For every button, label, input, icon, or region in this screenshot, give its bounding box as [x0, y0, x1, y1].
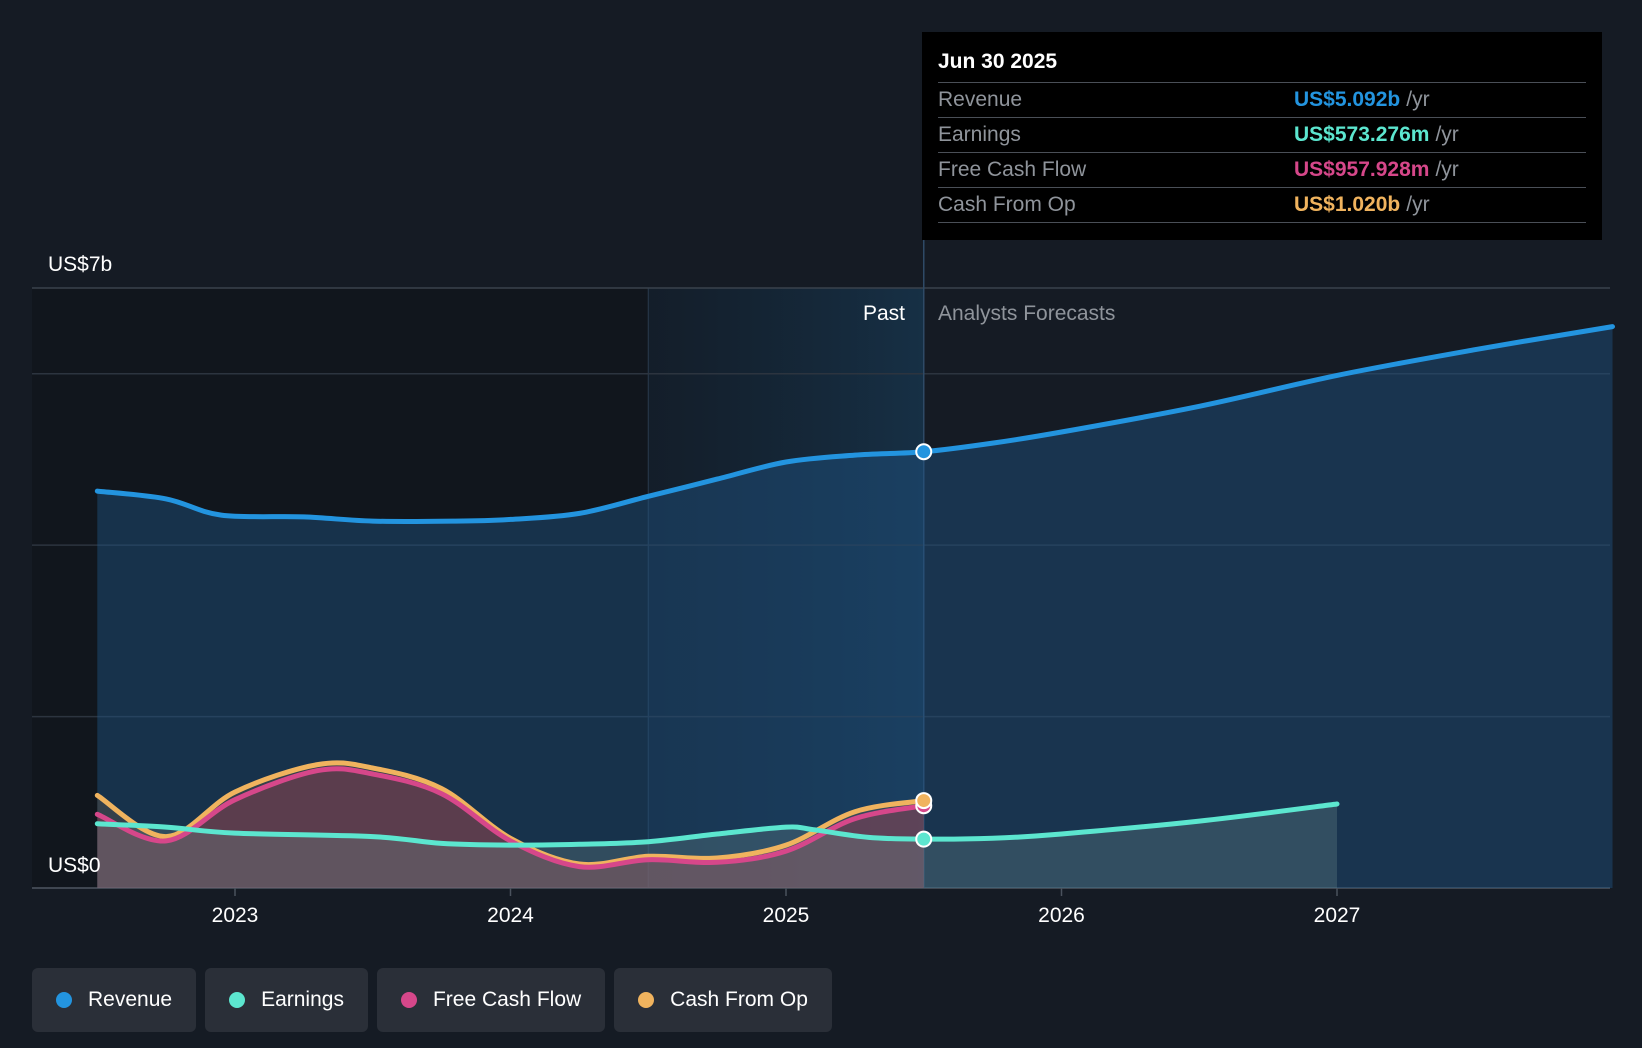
tooltip-label: Free Cash Flow	[938, 158, 1087, 181]
tooltip-value: US$5.092b	[1294, 88, 1401, 111]
x-tick-label-2023: 2023	[212, 904, 259, 927]
legend-dot-icon	[400, 992, 417, 1008]
tooltip-unit: /yr	[1435, 158, 1459, 181]
legend-dot-icon	[56, 992, 72, 1008]
legend-item-revenue[interactable]: Revenue	[32, 968, 197, 1032]
tooltip-value: US$957.928m	[1294, 158, 1430, 181]
revenue-area	[97, 326, 1613, 889]
y-axis-bottom-label: US$0	[48, 854, 101, 877]
free-cash-flow-area	[97, 768, 924, 888]
cash-from-op-marker	[915, 792, 933, 810]
forecast-region-label: Analysts Forecasts	[938, 302, 1115, 325]
earnings-area	[97, 804, 1337, 888]
revenue-line	[94, 324, 1615, 525]
x-tick-label-2024: 2024	[487, 904, 534, 927]
past-highlight-band	[648, 288, 924, 888]
tooltip-value: US$573.276m	[1294, 123, 1430, 146]
legend-item-earnings[interactable]: Earnings	[205, 968, 368, 1032]
legend-label: Cash From Op	[670, 988, 808, 1011]
tooltip-value: US$1.020b	[1294, 193, 1401, 216]
earnings-marker	[915, 830, 933, 848]
y-axis-top-label: US$7b	[48, 253, 112, 276]
tooltip-label: Earnings	[938, 123, 1021, 146]
legend-label: Revenue	[88, 988, 173, 1011]
tooltip-unit: /yr	[1406, 88, 1430, 111]
past-region-label: Past	[863, 302, 905, 325]
legend-dot-icon	[229, 992, 246, 1008]
tooltip-unit: /yr	[1435, 123, 1459, 146]
legend-item-cash-from-op[interactable]: Cash From Op	[614, 968, 832, 1032]
earnings-line	[94, 801, 1340, 848]
free-cash-flow-line	[94, 766, 927, 870]
legend-label: Free Cash Flow	[432, 988, 582, 1011]
chart-legend: Revenue Earnings Free Cash Flow Cash From O…	[32, 968, 832, 1032]
tooltip-row-earnings: Earnings US$573.276m/yr	[938, 117, 1586, 152]
legend-label: Earnings	[261, 988, 344, 1011]
tooltip-unit: /yr	[1406, 193, 1430, 216]
legend-item-free-cash-flow[interactable]: Free Cash Flow	[376, 968, 606, 1032]
hover-tooltip: Jun 30 2025 Revenue US$5.092b/yr Earnings U…	[922, 32, 1602, 240]
legend-dot-icon	[638, 992, 655, 1008]
tooltip-date: Jun 30 2025	[938, 50, 1058, 73]
tooltip-row-free-cash-flow: Free Cash Flow US$957.928m/yr	[938, 152, 1586, 187]
tooltip-label: Cash From Op	[938, 193, 1076, 216]
cash-from-op-area	[97, 762, 924, 888]
x-tick-label-2027: 2027	[1314, 904, 1361, 927]
revenue-marker	[915, 443, 933, 461]
x-tick-label-2025: 2025	[763, 904, 810, 927]
tooltip-row-cash-from-op: Cash From Op US$1.020b/yr	[938, 187, 1586, 223]
tooltip-row-revenue: Revenue US$5.092b/yr	[938, 82, 1586, 117]
x-tick-label-2026: 2026	[1038, 904, 1085, 927]
tooltip-label: Revenue	[938, 88, 1023, 111]
